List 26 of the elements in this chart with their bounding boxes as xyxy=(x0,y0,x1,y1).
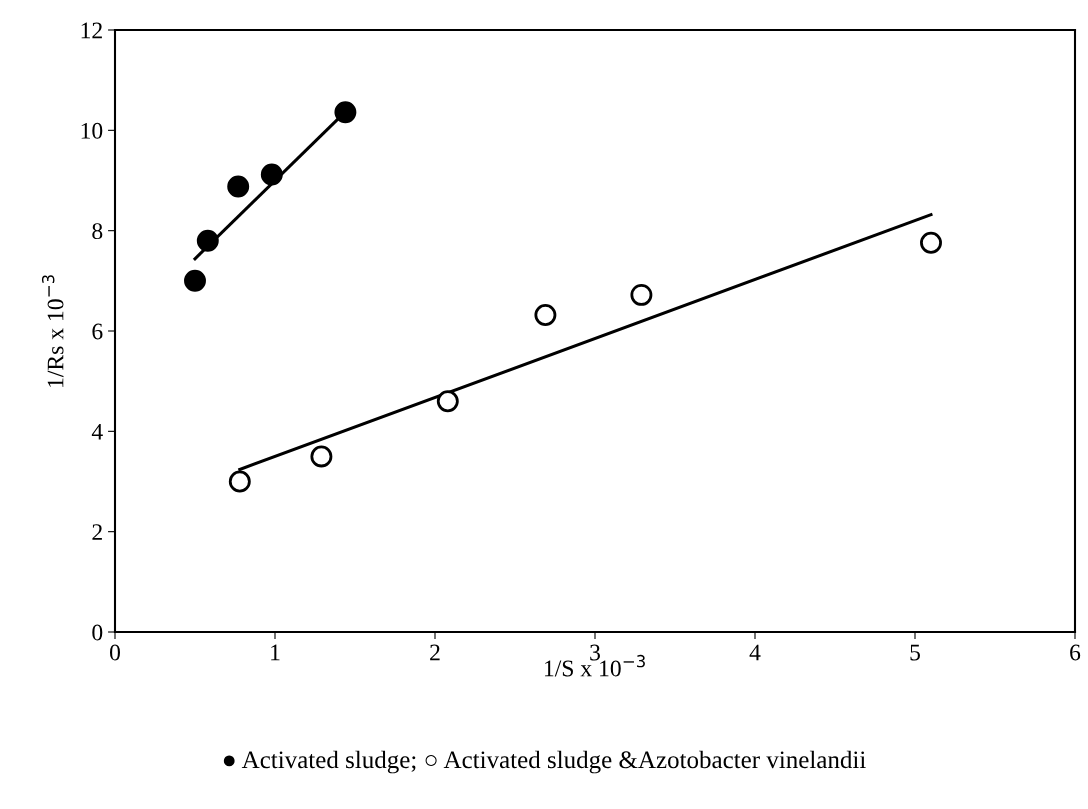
y-tick-label: 4 xyxy=(91,423,103,440)
x-tick-label: 2 xyxy=(430,644,440,661)
point xyxy=(920,231,942,254)
x-tick-label: 6 xyxy=(1070,644,1081,661)
point xyxy=(228,470,251,493)
point xyxy=(534,303,557,326)
x-tick-label: 0 xyxy=(110,644,120,661)
point xyxy=(184,269,206,292)
point xyxy=(227,175,250,198)
y-tick-label: 12 xyxy=(81,22,102,39)
y-axis-title: 1/Rs x 10$^{−3}$ xyxy=(41,275,64,387)
text: ● Activated sludge; ○ Activated sludge &Azotobacter vinelandii xyxy=(223,750,866,774)
x-tick-label: 5 xyxy=(910,644,920,661)
point xyxy=(630,283,653,306)
y-tick-label: 8 xyxy=(92,223,103,240)
point xyxy=(334,101,357,124)
point xyxy=(436,390,459,413)
point xyxy=(310,445,333,468)
y-tick-label: 2 xyxy=(92,524,102,540)
y-tick-label: 6 xyxy=(92,323,103,340)
point xyxy=(196,229,219,252)
y-tick-label: 10 xyxy=(81,122,103,139)
x-tick-label: 1 xyxy=(271,644,280,661)
x-tick-label: 4 xyxy=(749,644,761,661)
y-tick-label: 0 xyxy=(92,624,103,641)
point xyxy=(260,163,283,186)
